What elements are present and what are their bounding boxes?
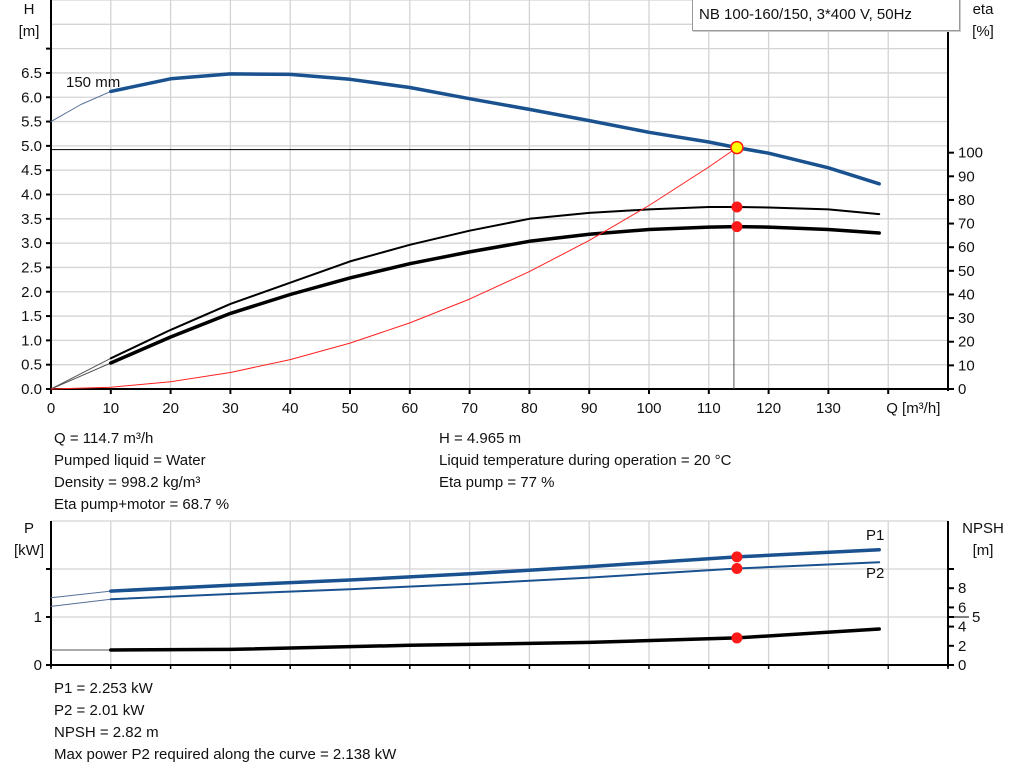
y-tick-label-left: 4.5 — [21, 162, 42, 179]
y-axis-label-right: [m] — [973, 542, 994, 559]
y-tick-label-left: 1.5 — [21, 308, 42, 325]
info-h: H = 4.965 m — [439, 430, 522, 447]
info-temperature: Liquid temperature during operation = 20… — [439, 452, 732, 469]
y-tick-label-left: 3.5 — [21, 211, 42, 228]
y-tick-label-left: 5.5 — [21, 114, 42, 131]
series-head-thin — [50, 90, 112, 123]
series-head-thick — [109, 72, 881, 186]
y-tick-label-right: 90 — [958, 168, 975, 185]
info-max-p2: Max power P2 required along the curve = … — [54, 746, 397, 763]
x-tick-label: 50 — [342, 400, 359, 417]
y-tick-label-left: 1 — [34, 609, 42, 626]
y-tick-label-right: 100 — [958, 145, 983, 162]
info-liquid: Pumped liquid = Water — [54, 452, 206, 469]
y-axis-label-left: [kW] — [14, 542, 44, 559]
info-p1: P1 = 2.253 kW — [54, 680, 153, 697]
y-tick-label-right: 80 — [958, 192, 975, 209]
y-tick-label-right: 60 — [958, 239, 975, 256]
y-tick-label-right: 30 — [958, 310, 975, 327]
y-tick-label-right: 4 — [958, 619, 966, 636]
y-tick-label-left: 6.0 — [21, 89, 42, 106]
y-axis-label-left: H — [24, 1, 35, 18]
y-tick-label-right: 20 — [958, 334, 975, 351]
y-tick-label-right: 6 — [958, 599, 966, 616]
y-tick-label-right: 2 — [958, 638, 966, 655]
series-eta-pump-motor-thin — [50, 362, 112, 390]
series-eta-pump-motor-thick — [109, 224, 881, 365]
x-tick-label: 20 — [162, 400, 179, 417]
info-density: Density = 998.2 kg/m³ — [54, 474, 201, 491]
y-tick-label-left: 0.0 — [21, 381, 42, 398]
series-P1-thin — [50, 590, 112, 599]
x-tick-label: 90 — [581, 400, 598, 417]
series-P2-medium — [109, 561, 881, 601]
chart-legend: NB 100-160/150, 3*400 V, 50Hz — [692, 0, 960, 31]
x-tick-label: 40 — [282, 400, 299, 417]
y-axis-label-right: [%] — [972, 23, 994, 40]
y-tick-label-left: 3.0 — [21, 235, 42, 252]
y-axis-label-left: P — [24, 520, 34, 537]
x-tick-label: 100 — [636, 400, 661, 417]
marker-p1 — [731, 551, 743, 563]
info-top-left: Q = 114.7 m³/h Pumped liquid = Water Den… — [54, 428, 229, 516]
y-tick-label-left: 0 — [34, 657, 42, 674]
info-eta-pump-motor: Eta pump+motor = 68.7 % — [54, 496, 230, 513]
x-axis-label: Q [m³/h] — [886, 400, 940, 417]
marker-npsh — [731, 632, 743, 644]
x-tick-label: 110 — [697, 400, 721, 417]
x-tick-label: 70 — [461, 400, 478, 417]
y-tick-label-left: 6.5 — [21, 65, 42, 82]
series-eta-pump-medium — [109, 206, 881, 360]
info-q: Q = 114.7 m³/h — [54, 430, 154, 447]
info-bottom: P1 = 2.253 kW P2 = 2.01 kW NPSH = 2.82 m… — [54, 678, 396, 766]
x-tick-label: 10 — [102, 400, 119, 417]
x-tick-label: 120 — [756, 400, 781, 417]
y-tick-label-right: 5 — [972, 609, 980, 626]
info-npsh: NPSH = 2.82 m — [54, 724, 159, 741]
y-tick-label-right: 70 — [958, 216, 975, 233]
y-tick-label-right: 10 — [958, 357, 975, 374]
marker-eta-pump-motor — [731, 221, 743, 233]
y-axis-label-left: [m] — [19, 23, 40, 40]
x-tick-label: 80 — [521, 400, 538, 417]
info-eta-pump: Eta pump = 77 % — [439, 474, 555, 491]
x-tick-label: 30 — [222, 400, 239, 417]
series-label-p2: P2 — [866, 565, 884, 582]
y-tick-label-right: 40 — [958, 286, 975, 303]
y-tick-label-right: 50 — [958, 263, 975, 280]
marker-p2 — [731, 563, 743, 575]
y-tick-label-right: 0 — [958, 657, 966, 674]
series-label-p1: P1 — [866, 527, 884, 544]
curve-label-150mm: 150 mm — [66, 74, 120, 91]
series-P1-thick — [109, 548, 881, 593]
x-tick-label: 130 — [816, 400, 841, 417]
series-NPSH-thick — [109, 627, 881, 652]
y-tick-label-left: 0.5 — [21, 357, 42, 374]
x-tick-label: 60 — [401, 400, 418, 417]
y-axis-label-right: eta — [973, 1, 995, 18]
y-axis-label-right: NPSH — [962, 520, 1004, 537]
y-tick-label-right: 0 — [958, 381, 966, 398]
operating-point-marker — [730, 140, 744, 155]
series-eta-pump-thin — [50, 357, 112, 390]
y-tick-label-right: 8 — [958, 580, 966, 597]
info-p2: P2 = 2.01 kW — [54, 702, 145, 719]
y-tick-label-left: 4.0 — [21, 187, 42, 204]
series-system-curve-thin — [50, 147, 738, 390]
y-tick-label-left: 2.0 — [21, 284, 42, 301]
series-P2-thin — [50, 598, 112, 607]
x-tick-label: 0 — [47, 400, 55, 417]
marker-eta-pump — [731, 201, 743, 213]
y-tick-label-left: 1.0 — [21, 332, 42, 349]
y-tick-label-left: 5.0 — [21, 138, 42, 155]
y-tick-label-left: 2.5 — [21, 259, 42, 276]
info-top-right: H = 4.965 m Liquid temperature during op… — [439, 428, 731, 494]
